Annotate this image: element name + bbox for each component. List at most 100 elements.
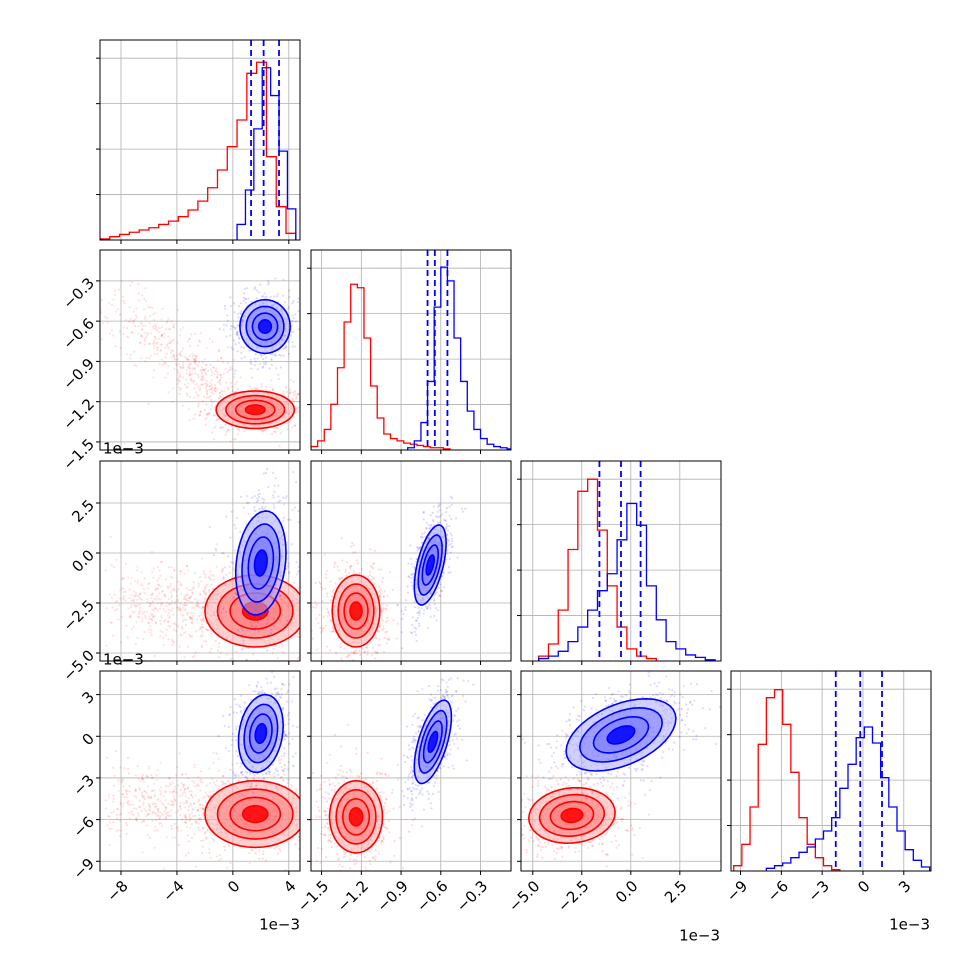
red-point xyxy=(284,386,288,389)
red-point xyxy=(143,591,146,594)
red-point xyxy=(211,366,214,369)
red-point xyxy=(133,611,136,614)
red-point xyxy=(219,382,222,385)
red-point xyxy=(148,765,151,768)
blue-point xyxy=(445,523,448,526)
blue-point xyxy=(272,625,275,628)
red-point xyxy=(176,598,179,601)
blue-point xyxy=(263,292,266,295)
red-point xyxy=(198,340,201,343)
red-point xyxy=(229,657,233,661)
blue-point xyxy=(240,310,243,313)
red-point xyxy=(126,801,129,805)
blue-point xyxy=(250,496,254,499)
red-point xyxy=(132,813,135,817)
red-point xyxy=(292,765,295,768)
red-point xyxy=(133,595,136,598)
red-point xyxy=(152,567,155,570)
red-point xyxy=(338,577,341,581)
red-point xyxy=(181,791,184,795)
blue-point xyxy=(244,297,247,300)
blue-point xyxy=(297,520,300,523)
red-point xyxy=(167,347,170,350)
red-point xyxy=(183,604,186,607)
red-point xyxy=(167,608,170,611)
red-point xyxy=(170,591,173,594)
blue-point xyxy=(292,317,295,320)
red-point xyxy=(167,586,170,589)
red-point xyxy=(161,333,164,337)
red-point xyxy=(164,595,167,598)
red-point xyxy=(110,564,113,567)
red-point xyxy=(193,785,196,788)
blue-point xyxy=(240,357,243,360)
red-point xyxy=(168,776,171,780)
red-point xyxy=(227,386,230,389)
red-point xyxy=(199,411,202,414)
red-point xyxy=(174,785,177,789)
blue-point xyxy=(413,630,416,634)
blue-point xyxy=(429,514,432,517)
red-point xyxy=(251,653,255,656)
red-point xyxy=(157,814,160,818)
red-point xyxy=(129,582,132,585)
blue-point xyxy=(268,642,271,645)
blue-point xyxy=(259,283,262,286)
red-point xyxy=(129,606,132,609)
red-point xyxy=(306,596,308,598)
red-point xyxy=(139,597,142,601)
red-point xyxy=(275,644,278,647)
blue-point xyxy=(260,507,263,510)
blue-point xyxy=(235,620,238,623)
red-point xyxy=(324,587,327,590)
red-point xyxy=(345,574,348,577)
red-point xyxy=(319,626,322,629)
blue-point xyxy=(226,555,230,558)
red-point xyxy=(192,808,195,811)
blue-point xyxy=(245,301,248,304)
red-point xyxy=(144,617,147,620)
red-point xyxy=(180,626,184,629)
blue-point xyxy=(441,589,444,593)
blue-point xyxy=(230,561,233,564)
blue-point xyxy=(421,536,424,539)
blue-point xyxy=(264,471,267,475)
blue-point xyxy=(275,354,278,357)
red-point xyxy=(138,615,141,619)
red-point xyxy=(377,585,381,588)
red-point xyxy=(152,802,155,805)
blue-point xyxy=(256,493,260,496)
red-point xyxy=(161,307,164,310)
blue-point xyxy=(269,295,272,298)
red-point xyxy=(171,791,174,794)
red-point xyxy=(203,619,206,622)
blue-point xyxy=(415,619,418,623)
red-point xyxy=(155,597,158,600)
blue-point xyxy=(439,583,442,586)
blue-point xyxy=(451,545,454,548)
blue-point xyxy=(234,343,237,346)
red-point xyxy=(120,280,123,283)
red-point xyxy=(183,383,186,386)
blue-point xyxy=(236,331,239,334)
blue-point xyxy=(236,334,239,337)
red-point xyxy=(219,651,222,654)
red-point xyxy=(183,788,187,791)
red-point xyxy=(209,381,212,384)
red-point xyxy=(386,616,389,619)
red-point xyxy=(179,602,182,605)
red-point xyxy=(139,592,142,595)
blue-point xyxy=(229,328,232,331)
red-point xyxy=(189,362,192,365)
red-point xyxy=(180,387,183,390)
red-point xyxy=(129,317,132,320)
blue-point xyxy=(446,533,449,536)
blue-point xyxy=(422,510,425,514)
red-point xyxy=(306,591,308,593)
red-point xyxy=(115,558,118,561)
red-point xyxy=(274,430,277,433)
red-point xyxy=(198,814,201,817)
hist-group xyxy=(537,461,716,661)
blue-point xyxy=(418,614,421,617)
